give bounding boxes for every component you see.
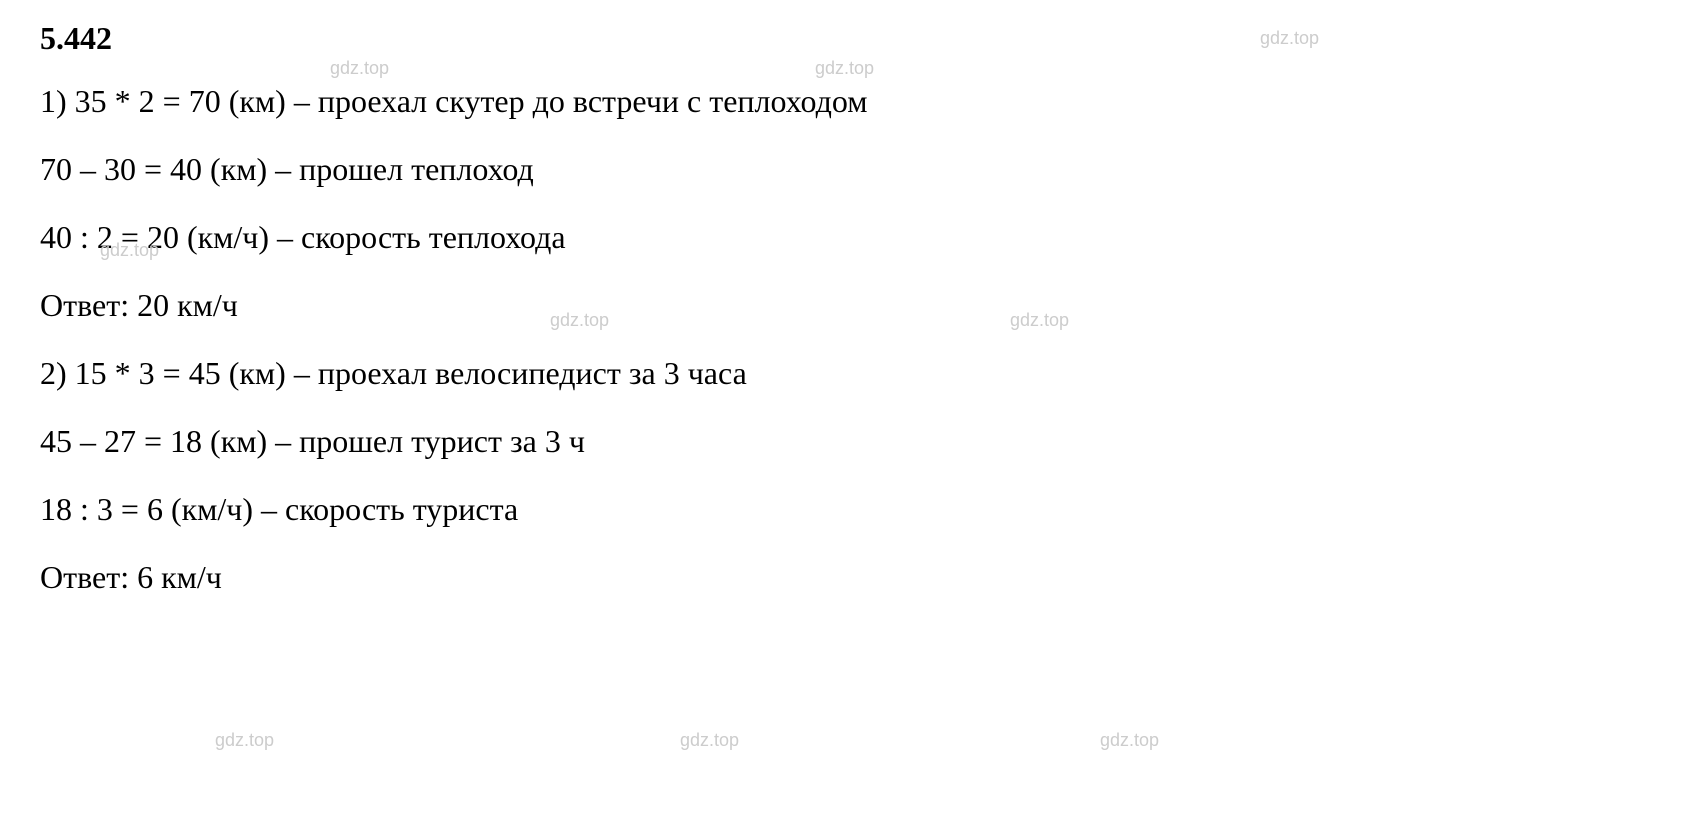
answer-line-1: Ответ: 20 км/ч <box>40 281 1644 329</box>
solution-line-2: 70 – 30 = 40 (км) – прошел теплоход <box>40 145 1644 193</box>
solution-line-6: 45 – 27 = 18 (км) – прошел турист за 3 ч <box>40 417 1644 465</box>
solution-line-5: 2) 15 * 3 = 45 (км) – проехал велосипеди… <box>40 349 1644 397</box>
watermark: gdz.top <box>215 730 274 751</box>
problem-number: 5.442 <box>40 20 1644 57</box>
watermark: gdz.top <box>1100 730 1159 751</box>
solution-line-3: 40 : 2 = 20 (км/ч) – скорость теплохода <box>40 213 1644 261</box>
answer-line-2: Ответ: 6 км/ч <box>40 553 1644 601</box>
watermark: gdz.top <box>680 730 739 751</box>
watermark: gdz.top <box>815 58 874 79</box>
solution-line-1: 1) 35 * 2 = 70 (км) – проехал скутер до … <box>40 77 1644 125</box>
watermark: gdz.top <box>330 58 389 79</box>
solution-line-7: 18 : 3 = 6 (км/ч) – скорость туриста <box>40 485 1644 533</box>
